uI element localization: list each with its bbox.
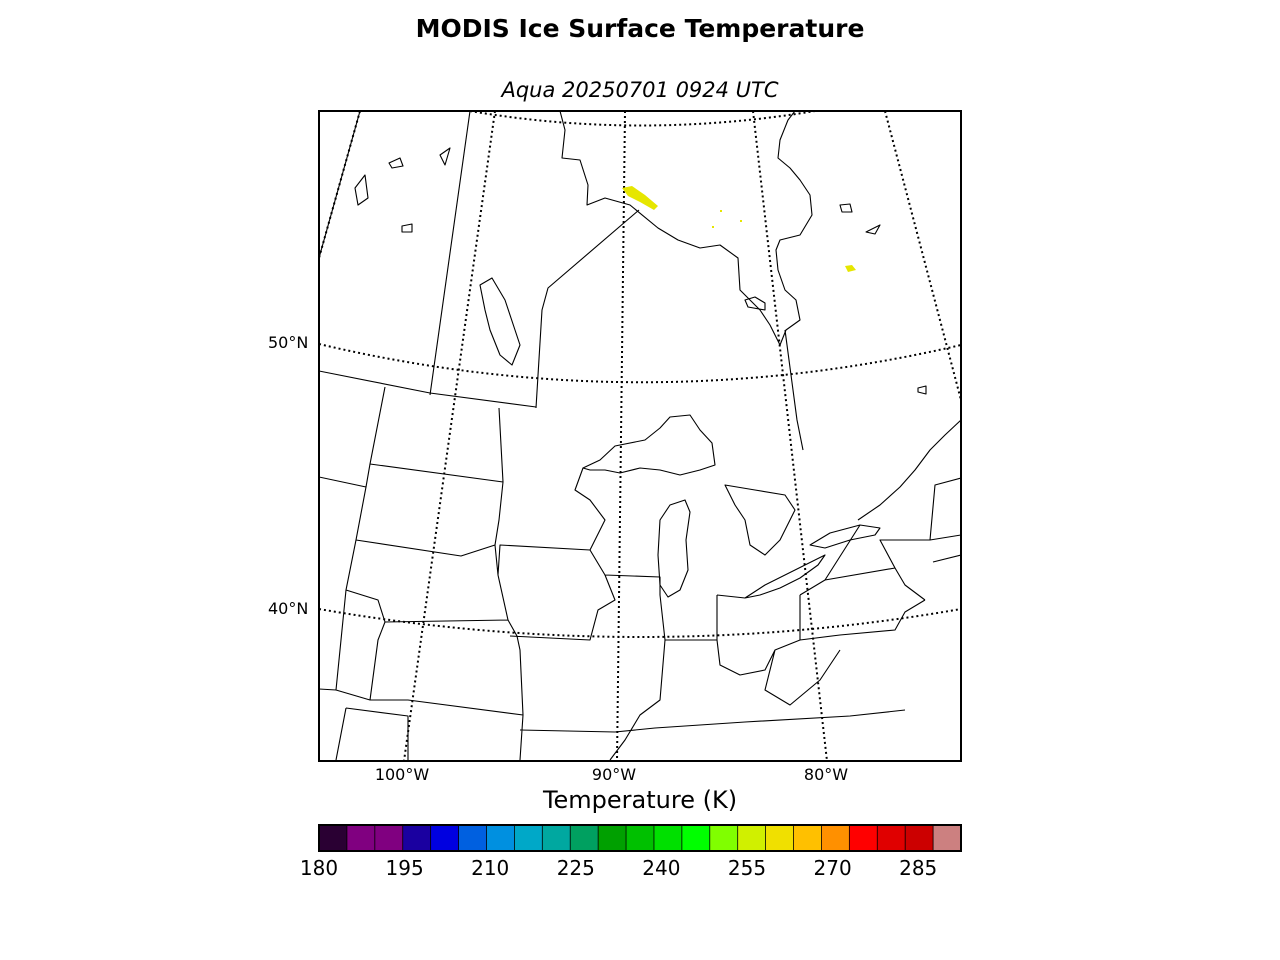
lake-erie <box>744 554 826 599</box>
lake-superior <box>582 414 716 476</box>
island-akimiski <box>744 296 766 311</box>
colorbar-swatch <box>374 825 404 851</box>
colorbar-swatch <box>765 825 795 851</box>
colorbar-tick-label: 195 <box>385 856 424 880</box>
colorbar-swatch <box>933 825 962 851</box>
longitude-label: 100°W <box>374 765 430 784</box>
colorbar-tick-label: 210 <box>471 856 510 880</box>
colorbar-swatch <box>905 825 934 851</box>
colorbar-swatch <box>681 825 711 851</box>
coast-st-lawrence <box>857 419 961 521</box>
small-lakes <box>354 147 927 395</box>
boundary-49th-parallel <box>319 370 537 408</box>
ice-speck <box>740 220 742 222</box>
colorbar-swatch <box>626 825 655 851</box>
colorbar-tick-label: 180 <box>299 856 339 880</box>
colorbar-swatch <box>486 825 515 851</box>
graticule-lon-90 <box>616 111 626 761</box>
colorbar-tick-label: 240 <box>642 856 681 880</box>
graticule-lon-80 <box>752 111 828 761</box>
colorbar-swatch <box>514 825 543 851</box>
colorbar-swatch <box>877 825 906 851</box>
latitude-label: 50°N <box>268 333 309 352</box>
boundary-saskatchewan-manitoba <box>429 111 471 396</box>
colorbar-label: Temperature (K) <box>542 786 738 814</box>
colorbar-swatch <box>346 825 376 851</box>
graticule-lat-50 <box>319 343 961 384</box>
chart-title: MODIS Ice Surface Temperature <box>415 14 865 43</box>
latitude-label: 40°N <box>268 599 309 618</box>
colorbar-tick-label: 225 <box>556 856 595 880</box>
colorbar-swatch <box>653 825 683 851</box>
longitude-label: 90°W <box>591 765 637 784</box>
colorbar-swatch <box>458 825 487 851</box>
colorbar-frame <box>318 824 962 852</box>
ice-temperature-patches <box>622 186 856 272</box>
colorbar-swatch <box>542 825 571 851</box>
boundary-us-states <box>319 386 961 761</box>
longitude-label: 80°W <box>803 765 849 784</box>
colorbar <box>319 825 962 851</box>
colorbar-swatch <box>737 825 767 851</box>
graticule-lat-60 <box>469 111 816 127</box>
ice-speck <box>720 210 722 212</box>
colorbar-tick-label: 285 <box>899 856 938 880</box>
colorbar-tick-label: 255 <box>727 856 767 880</box>
map-geography <box>319 111 961 761</box>
boundary-ontario-quebec <box>784 329 804 451</box>
lake-michigan <box>657 499 691 598</box>
colorbar-swatch <box>793 825 822 851</box>
ice-speck <box>712 226 714 228</box>
lake-ontario <box>809 524 881 549</box>
colorbar-swatch <box>319 825 348 851</box>
colorbar-tick-label: 270 <box>813 856 852 880</box>
chart-subtitle: Aqua 20250701 0924 UTC <box>501 78 779 102</box>
colorbar-swatch <box>430 825 460 851</box>
lake-huron <box>724 484 796 556</box>
graticule-lon-110 <box>319 111 361 259</box>
colorbar-swatch <box>570 825 599 851</box>
boundary-manitoba-ontario <box>535 209 640 409</box>
map-background <box>319 111 961 761</box>
colorbar-swatch <box>709 825 739 851</box>
graticule-lon-100 <box>403 111 496 761</box>
ice-patch-hudson-coast <box>622 186 658 210</box>
graticule-lat-40 <box>319 608 961 638</box>
colorbar-swatch <box>402 825 432 851</box>
colorbar-swatch <box>849 825 878 851</box>
lake-winnipeg <box>479 277 521 366</box>
ice-patch-james-bay-east <box>845 265 856 272</box>
map-frame <box>318 110 962 762</box>
colorbar-swatch <box>598 825 627 851</box>
colorbar-swatch <box>821 825 850 851</box>
